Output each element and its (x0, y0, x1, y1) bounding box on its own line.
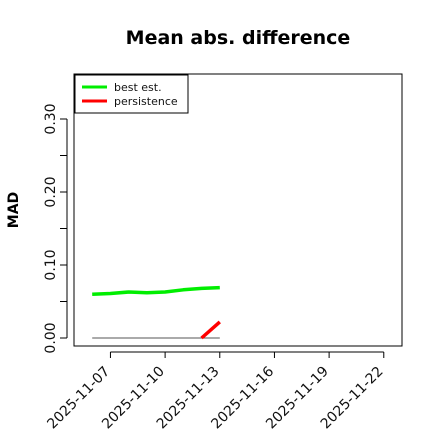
legend-label-persistence: persistence (114, 95, 178, 108)
y-axis: 0.00 0.10 0.20 0.30 (43, 103, 68, 354)
series-line-best-est (92, 285, 220, 296)
plot-frame (73, 73, 403, 347)
legend: best est. persistence (74, 74, 189, 114)
x-axis: 2025-11-072025-11-102025-11-132025-11-16… (44, 351, 387, 432)
chart-title: Mean abs. difference (126, 27, 351, 49)
y-axis-label: MAD (6, 192, 22, 228)
series-layer (92, 285, 221, 340)
y-tick-label: 0.00 (43, 322, 59, 353)
y-tick-label: 0.20 (43, 176, 59, 207)
legend-label-best: best est. (114, 81, 162, 94)
y-tick-label: 0.30 (43, 103, 59, 134)
legend-box (74, 74, 189, 114)
series-line-persistence (200, 320, 221, 340)
y-tick-label: 0.10 (43, 249, 59, 280)
